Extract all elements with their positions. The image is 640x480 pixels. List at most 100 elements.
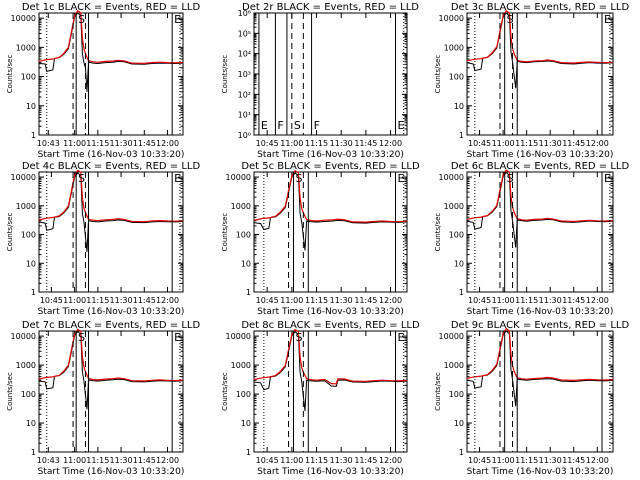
plot-frame (253, 330, 408, 453)
x-tick-label: 11:30 (330, 139, 353, 148)
event-marker-label: E (604, 172, 611, 185)
x-axis-label: Start Time (16-Nov-03 10:33:20) (467, 467, 614, 477)
x-tick-label: 10:45 (468, 456, 491, 465)
y-tick-label: 10000 (11, 14, 36, 23)
x-axis-label: Start Time (16-Nov-03 10:33:20) (257, 467, 404, 477)
x-tick-label: 10:45 (40, 296, 63, 305)
x-tick-label: 11:45 (133, 139, 156, 148)
series-lld (253, 169, 408, 223)
y-axis-label: Counts/sec (434, 213, 442, 252)
plot-frame (253, 171, 408, 293)
y-tick-label: 10⁵ (238, 29, 251, 38)
x-tick-label: 10:45 (256, 296, 279, 305)
series-events (466, 330, 614, 407)
y-tick-label: 1000 (16, 361, 36, 370)
y-tick-label: 10² (238, 90, 251, 99)
y-tick-label: 100 (236, 231, 251, 240)
x-tick-label: 11:15 (305, 139, 328, 148)
y-tick-label: 10000 (439, 14, 464, 23)
y-axis-label: Counts/sec (6, 213, 14, 252)
series-lld (38, 328, 184, 382)
plot-frame (253, 12, 408, 136)
y-tick-label: 10⁴ (238, 50, 251, 59)
y-tick-label: 100 (449, 390, 464, 399)
y-tick-label: 10000 (11, 332, 36, 341)
x-tick-label: 11:30 (539, 139, 562, 148)
x-tick-label: 11:15 (305, 456, 328, 465)
detector-panel-3: Det 3c BLACK = Events, RED = LLD 1 10 100 10… (434, 2, 629, 160)
x-axis-label: Start Time (16-Nov-03 10:33:20) (38, 150, 185, 160)
panel-title: Det 2r BLACK = Events, RED = LLD (242, 2, 419, 13)
series-lld (466, 327, 614, 382)
x-tick-label: 11:15 (515, 296, 538, 305)
detector-panel-4: Det 4c BLACK = Events, RED = LLD 1 10 100 10… (6, 161, 200, 317)
panel-title: Det 5c BLACK = Events, RED = LLD (241, 161, 420, 172)
panel-title: Det 4c BLACK = Events, RED = LLD (22, 161, 201, 172)
y-tick-label: 100 (21, 73, 36, 82)
y-tick-label: 10³ (238, 70, 251, 79)
y-axis-label: Counts/sec (6, 372, 14, 411)
panel-title: Det 7c BLACK = Events, RED = LLD (22, 320, 201, 331)
y-tick-label: 1000 (444, 43, 464, 52)
event-marker-label: E (174, 331, 181, 344)
event-marker-label: E (604, 13, 611, 26)
y-tick-label: 10 (26, 259, 36, 268)
series-events (466, 171, 614, 248)
series-events (466, 12, 614, 89)
y-tick-label: 1000 (444, 361, 464, 370)
y-tick-label: 100 (449, 231, 464, 240)
x-tick-label: 12:00 (379, 456, 402, 465)
y-tick-label: 1 (31, 131, 36, 140)
x-tick-label: 11:15 (86, 139, 109, 148)
x-tick-label: 10:45 (256, 456, 279, 465)
y-tick-label: 10 (454, 259, 464, 268)
x-tick-label: 11:30 (110, 456, 133, 465)
y-axis-label: Counts/sec (6, 55, 14, 94)
y-tick-label: 1 (246, 288, 251, 297)
x-tick-label: 11:15 (86, 456, 109, 465)
y-tick-label: 1 (31, 448, 36, 457)
detector-panel-5: Det 5c BLACK = Events, RED = LLD 1 10 100 10… (221, 161, 420, 317)
x-tick-label: 10:43 (37, 139, 60, 148)
event-marker-label: F (314, 119, 320, 132)
y-tick-label: 10 (454, 102, 464, 111)
y-tick-label: 10⁶ (238, 9, 251, 18)
y-tick-label: 100 (236, 390, 251, 399)
event-marker-label: S (78, 331, 85, 344)
panel-title: Det 6c BLACK = Events, RED = LLD (451, 161, 630, 172)
x-axis-label: Start Time (16-Nov-03 10:33:20) (257, 307, 404, 317)
series-lld (38, 9, 184, 64)
series-events (253, 172, 408, 251)
y-tick-label: 1000 (231, 202, 251, 211)
detector-panel-6: Det 6c BLACK = Events, RED = LLD 1 10 100 10… (434, 161, 629, 317)
x-tick-label: 12:00 (156, 456, 179, 465)
plot-frame (466, 171, 614, 293)
y-tick-label: 1000 (231, 361, 251, 370)
y-tick-label: 1 (459, 448, 464, 457)
y-tick-label: 10 (241, 259, 251, 268)
x-tick-label: 11:45 (354, 139, 377, 148)
x-tick-label: 11:45 (133, 456, 156, 465)
y-tick-label: 10000 (439, 332, 464, 341)
x-tick-label: 11:15 (86, 296, 109, 305)
x-tick-label: 11:30 (330, 456, 353, 465)
x-tick-label: 11:00 (492, 296, 515, 305)
detector-panel-9: Det 9c BLACK = Events, RED = LLD 1 10 100 10… (434, 320, 629, 477)
event-marker-label: E (174, 172, 181, 185)
x-tick-label: 11:30 (539, 296, 562, 305)
detector-panel-7: Det 7c BLACK = Events, RED = LLD 1 10 100 10… (6, 320, 200, 477)
event-marker-label: S (507, 172, 514, 185)
event-marker-label: S (295, 331, 302, 344)
plot-frame (38, 12, 184, 136)
event-marker-label: S (78, 13, 85, 26)
series-lld (466, 169, 614, 223)
x-tick-label: 11:15 (515, 139, 538, 148)
detector-panel-1: Det 1c BLACK = Events, RED = LLD 1 10 100 10… (6, 2, 200, 160)
x-tick-label: 11:15 (305, 296, 328, 305)
y-tick-label: 10¹ (238, 111, 251, 120)
plot-frame (38, 171, 184, 293)
series-lld (466, 9, 614, 64)
x-tick-label: 10:45 (468, 296, 491, 305)
y-tick-label: 10000 (11, 173, 36, 182)
